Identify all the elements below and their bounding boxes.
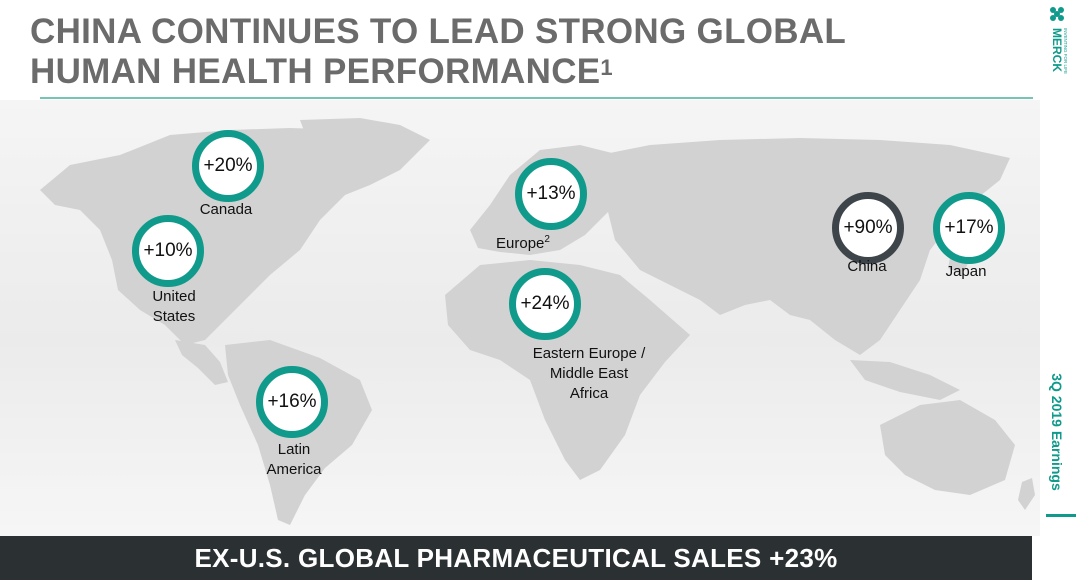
north-america-shape <box>40 125 430 345</box>
europe-growth-badge: +13% <box>515 158 587 230</box>
merck-brand-name: MERCK <box>1050 28 1064 72</box>
canada-growth-badge: +20% <box>192 130 264 202</box>
europe-label-text: Europe <box>496 235 545 252</box>
japan-label: Japan <box>945 263 987 280</box>
merck-brand-tagline: INVENTING FOR LIFE <box>1063 28 1068 74</box>
united-states-label: United States <box>139 287 209 327</box>
latin-america-label-line-2: America <box>266 461 322 478</box>
greenland-shape <box>300 118 400 175</box>
side-accent-bar <box>1046 514 1076 517</box>
china-growth-badge: +90% <box>832 192 904 264</box>
united-states-label-line-1: United <box>152 288 196 305</box>
new-zealand-shape <box>1018 478 1035 510</box>
southeast-asia-shape <box>850 360 960 400</box>
title-footnote-mark: 1 <box>600 55 613 80</box>
world-map: +20% Canada +10% United States +16% Lati… <box>0 100 1040 536</box>
eemea-label-line-1: Eastern Europe / <box>532 345 646 362</box>
title-divider <box>40 97 1033 99</box>
page-title: CHINA CONTINUES TO LEAD STRONG GLOBAL HU… <box>30 12 990 92</box>
merck-logo: MERCK INVENTING FOR LIFE <box>1050 7 1068 74</box>
united-states-label-line-2: States <box>152 308 196 325</box>
china-label: China <box>847 258 887 275</box>
africa-shape <box>445 260 690 480</box>
japan-growth-badge: +17% <box>933 192 1005 264</box>
title-line-1: CHINA CONTINUES TO LEAD STRONG GLOBAL <box>30 12 847 51</box>
eemea-label-line-3: Africa <box>569 385 609 402</box>
title-line-2: HUMAN HEALTH PERFORMANCE1 <box>30 52 990 92</box>
latin-america-growth-badge: +16% <box>256 366 328 438</box>
canada-label: Canada <box>199 201 253 218</box>
title-line-2-text: HUMAN HEALTH PERFORMANCE <box>30 52 601 91</box>
merck-logo-mark <box>1050 7 1064 21</box>
europe-label: Europe2 <box>483 230 563 254</box>
australia-shape <box>880 400 1015 495</box>
eemea-growth-badge: +24% <box>509 268 581 340</box>
footer-banner: EX-U.S. GLOBAL PHARMACEUTICAL SALES +23% <box>0 536 1032 580</box>
eemea-label-line-2: Middle East <box>549 365 629 382</box>
eemea-label: Eastern Europe / Middle East Africa <box>514 344 664 404</box>
world-map-shapes <box>40 118 1035 525</box>
central-america-shape <box>175 340 228 385</box>
latin-america-label: Latin America <box>254 440 334 480</box>
europe-footnote-mark: 2 <box>544 234 550 245</box>
united-states-growth-badge: +10% <box>132 215 204 287</box>
latin-america-label-line-1: Latin <box>277 441 311 458</box>
earnings-side-label: 3Q 2019 Earnings <box>1049 373 1065 491</box>
asia-shape <box>600 138 1010 355</box>
